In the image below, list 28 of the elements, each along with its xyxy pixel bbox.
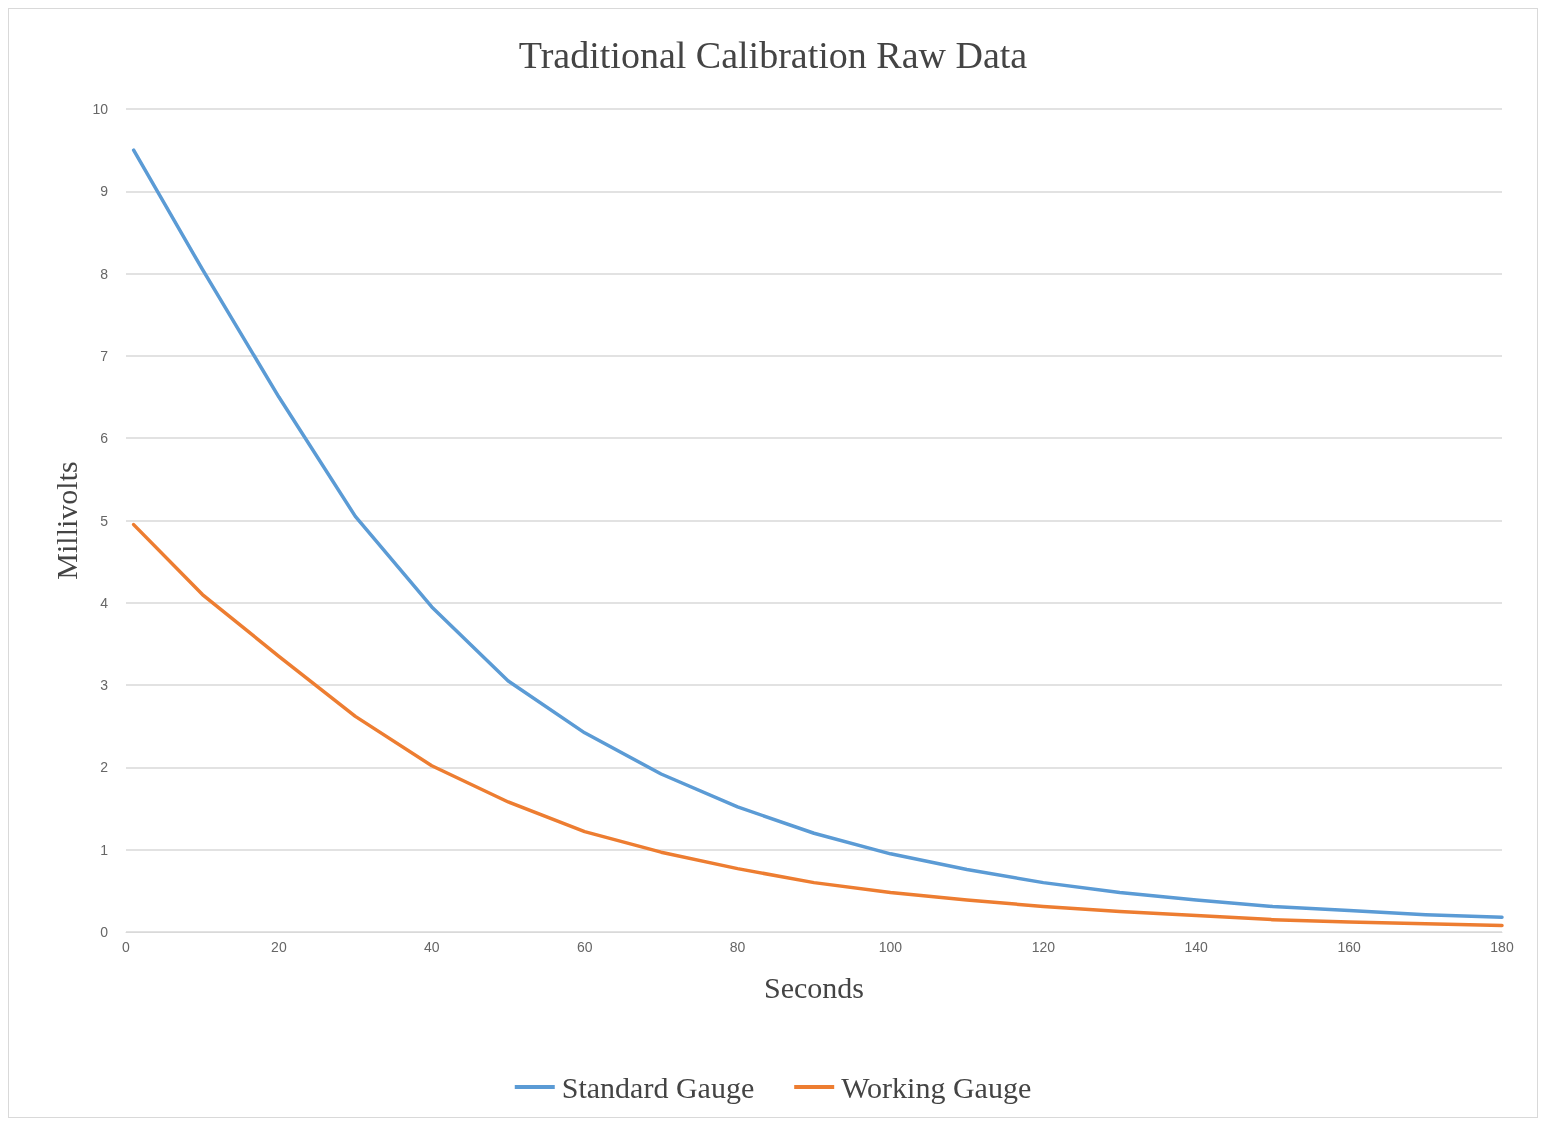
- line-series: [131, 522, 1504, 928]
- y-tick-label: 10: [92, 101, 109, 117]
- chart-title: Traditional Calibration Raw Data: [518, 34, 1028, 76]
- x-tick-label: 40: [423, 939, 440, 955]
- y-tick-label: 1: [100, 841, 109, 858]
- y-tick-label: 4: [100, 594, 109, 611]
- y-tick-label: 7: [100, 347, 109, 364]
- y-tick-label: 0: [100, 924, 109, 940]
- line-series: [131, 148, 1504, 919]
- y-tick-label: 9: [100, 183, 109, 200]
- y-tick-label: 5: [100, 512, 109, 529]
- x-tick-label: 60: [576, 939, 593, 955]
- x-tick-label: 20: [271, 939, 287, 955]
- y-axis-title: Millivolts: [50, 461, 84, 580]
- x-tick-label: 0: [122, 939, 131, 955]
- y-tick-label: 3: [100, 677, 109, 694]
- legend-label: Working Gauge: [841, 1070, 1032, 1104]
- y-tick-label: 8: [100, 265, 109, 282]
- x-axis-title: Seconds: [764, 970, 864, 1004]
- x-tick-label: 180: [1490, 939, 1514, 955]
- x-tick-label: 120: [1031, 939, 1056, 955]
- x-tick-label: 140: [1184, 939, 1209, 955]
- y-tick-label: 2: [100, 759, 109, 776]
- x-tick-label: 160: [1337, 939, 1361, 955]
- x-tick-label: 100: [878, 939, 903, 955]
- y-tick-label: 6: [100, 430, 109, 447]
- legend-label: Standard Gauge: [561, 1070, 755, 1104]
- x-tick-label: 80: [729, 939, 746, 955]
